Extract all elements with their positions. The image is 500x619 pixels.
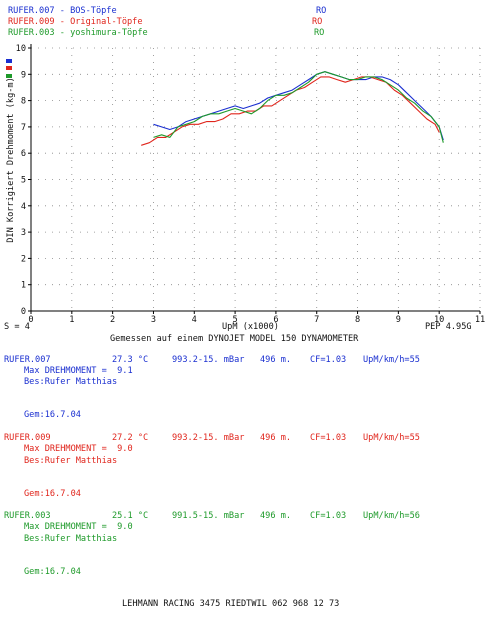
x-tick-label: 3 — [151, 315, 156, 325]
record-pressure: 991.5-15. mBar — [172, 511, 245, 521]
x-tick-label: 2 — [110, 315, 115, 325]
record-temp: 27.3 °C — [112, 355, 149, 365]
record-bes: Bes:Rufer Matthias — [24, 534, 118, 544]
swatch-red — [6, 66, 12, 70]
y-tick-label: 6 — [21, 149, 26, 159]
legend-entry-original: RUFER.009 - Original-Töpfe — [8, 17, 143, 27]
y-tick-label: 1 — [21, 281, 26, 291]
record-temp: 27.2 °C — [112, 433, 149, 443]
record-pressure: 993.2-15. mBar — [172, 433, 245, 443]
y-tick-label: 5 — [21, 176, 26, 186]
y-tick-label: 8 — [21, 97, 26, 107]
record-altitude: 496 m. — [260, 355, 292, 365]
record-id: RUFER.003 — [4, 511, 51, 521]
y-tick-label: 10 — [16, 44, 26, 54]
record-cf: CF=1.03 — [310, 355, 347, 365]
x-tick-label: 11 — [475, 315, 485, 325]
series-line-1 — [153, 71, 444, 141]
x-tick-label: 9 — [396, 315, 401, 325]
y-tick-label: 3 — [21, 228, 26, 238]
shop-info: LEHMANN RACING 3475 RIEDTWIL 062 968 12 … — [122, 599, 340, 609]
record-altitude: 496 m. — [260, 511, 292, 521]
y-tick-label: 4 — [21, 202, 26, 212]
legend-tag-original: RO — [312, 17, 323, 27]
x-tick-label: 7 — [314, 315, 319, 325]
record-bes: Bes:Rufer Matthias — [24, 377, 118, 387]
x-tick-label: 5 — [232, 315, 237, 325]
legend-entry-bos: RUFER.007 - BOS-Töpfe — [8, 6, 117, 16]
record-max: Max DREHMOMENT = 9.0 — [24, 522, 133, 532]
x-tick-label: 6 — [273, 315, 278, 325]
x-tick-label: 10 — [434, 315, 444, 325]
record-gem: Gem:16.7.04 — [24, 410, 81, 420]
record-temp: 25.1 °C — [112, 511, 149, 521]
record-pressure: 993.2-15. mBar — [172, 355, 245, 365]
subtitle: Gemessen auf einem DYNOJET MODEL 150 DYN… — [110, 334, 359, 344]
x-tick-label: 1 — [69, 315, 74, 325]
y-axis-label: DIN Korrigiert Drehmoment (kg-m) — [6, 77, 16, 243]
dyno-chart: 0 1 2 3 4 5 6 7 8 9 10 11 0 1 2 3 4 5 6 7 8 9 10 DIN Korrigier… — [6, 44, 486, 325]
x-tick-label: 4 — [192, 315, 197, 325]
record-id: RUFER.009 — [4, 433, 51, 443]
pep-value: PEP 4.95G — [425, 322, 472, 332]
record-cf: CF=1.03 — [310, 511, 347, 521]
record-cf: CF=1.03 — [310, 433, 347, 443]
record-bes: Bes:Rufer Matthias — [24, 456, 118, 466]
series-line-3 — [153, 71, 444, 143]
y-tick-label: 0 — [21, 307, 26, 317]
record-ratio: UpM/km/h=55 — [363, 433, 420, 443]
record-gem: Gem:16.7.04 — [24, 567, 81, 577]
record-altitude: 496 m. — [260, 433, 292, 443]
record-max: Max DREHMOMENT = 9.0 — [24, 444, 133, 454]
y-tick-label: 7 — [21, 123, 26, 133]
legend-tag-bos: RO — [316, 6, 327, 16]
x-axis-label: UpM (x1000) — [222, 322, 279, 332]
record-max: Max DREHMOMENT = 9.1 — [24, 366, 133, 376]
record-ratio: UpM/km/h=56 — [363, 511, 420, 521]
y-tick-label: 2 — [21, 254, 26, 264]
swatch-blue — [6, 59, 12, 63]
chart-axes — [30, 44, 480, 312]
x-tick-label: 0 — [28, 315, 33, 325]
record-id: RUFER.007 — [4, 355, 51, 365]
sample-rate: S = 4 — [4, 322, 30, 332]
record-ratio: UpM/km/h=55 — [363, 355, 420, 365]
chart-series — [141, 71, 444, 146]
x-tick-label: 8 — [355, 315, 360, 325]
record-gem: Gem:16.7.04 — [24, 489, 81, 499]
chart-ticks: 0 1 2 3 4 5 6 7 8 9 10 11 0 1 2 3 4 5 6 7 8 9 10 — [16, 44, 486, 325]
y-tick-label: 9 — [21, 70, 26, 80]
swatch-green — [6, 74, 12, 78]
chart-grid — [31, 47, 481, 311]
legend-tag-yoshimura: RO — [314, 28, 325, 38]
legend-entry-yoshimura: RUFER.003 - yoshimura-Töpfe — [8, 28, 148, 38]
